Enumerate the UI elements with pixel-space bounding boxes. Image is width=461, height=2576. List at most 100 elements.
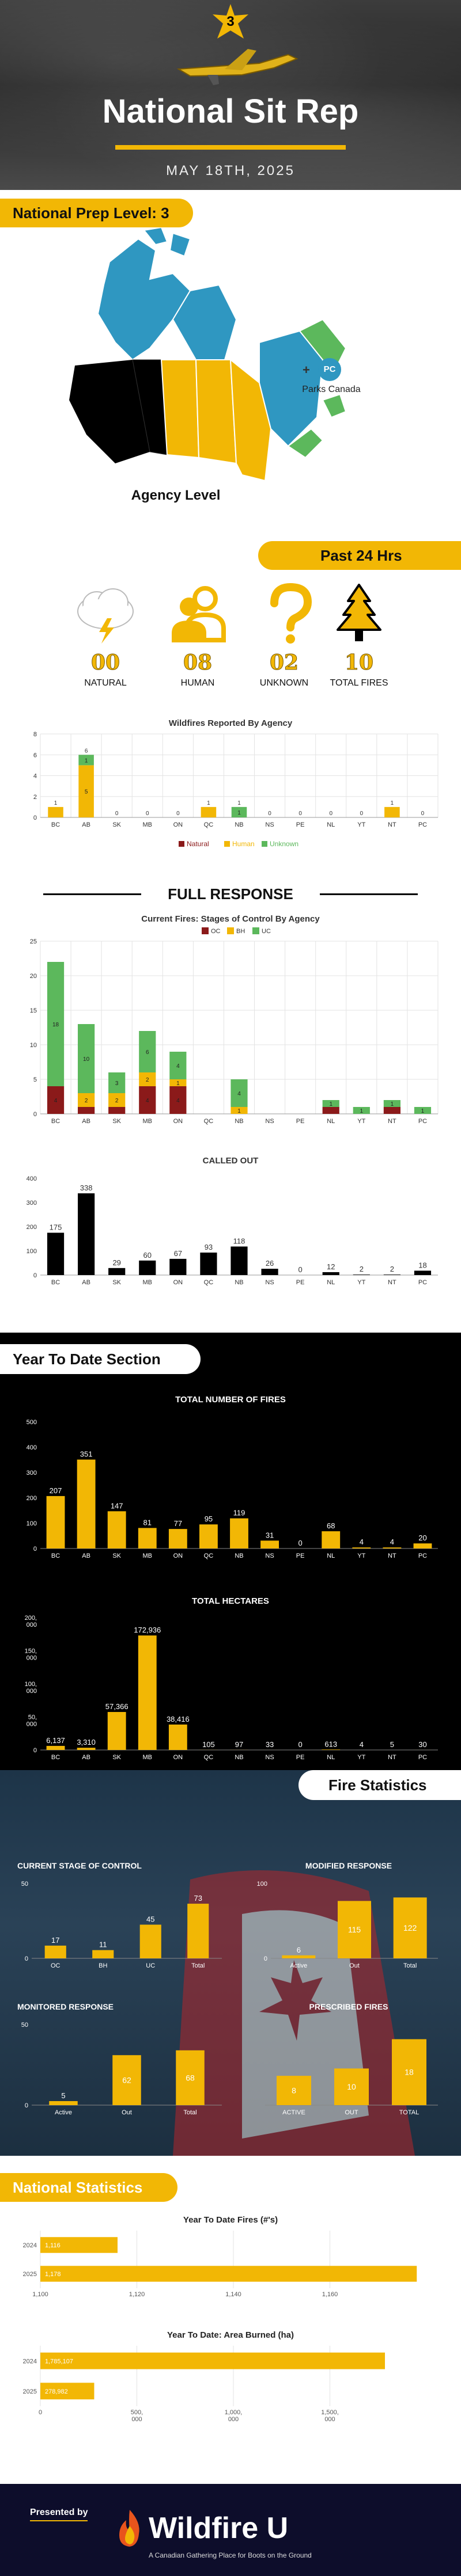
national-stats-pill: National Statistics <box>0 2173 177 2202</box>
x-tick-label: NS <box>265 1553 274 1559</box>
x-tick-label: 1,100 <box>32 2291 48 2298</box>
page-title: National Sit Rep <box>102 93 359 130</box>
x-tick-label: NL <box>327 821 335 828</box>
bar-value-label: 38,416 <box>167 1715 190 1723</box>
bar-total-label: 0 <box>115 811 119 817</box>
question-icon <box>270 583 312 644</box>
bar-total-label: 1 <box>207 800 210 806</box>
y-tick-label: 2024 <box>23 2358 37 2365</box>
agency-level-label: Agency Level <box>131 488 221 503</box>
bar <box>322 1531 341 1548</box>
x-tick-label: QC <box>204 821 214 828</box>
legend-swatch <box>262 841 267 847</box>
agency-map <box>69 227 347 482</box>
x-tick-label: 0 <box>39 2409 42 2416</box>
bar-segment <box>414 1107 432 1114</box>
x-tick-label: Total <box>183 2109 197 2116</box>
stat-total-label: TOTAL FIRES <box>330 678 388 688</box>
bar-value-label: 67 <box>174 1249 182 1258</box>
ytd-section <box>0 1333 461 1770</box>
bar-segment <box>47 962 65 1086</box>
brand-name: Wildfire U <box>149 2512 289 2545</box>
footer <box>0 2484 461 2576</box>
bar-value-label: 122 <box>403 1923 417 1932</box>
segment-label: 4 <box>237 1091 241 1097</box>
bar-total-label: 6 <box>85 748 88 754</box>
x-tick-label: QC <box>204 1279 214 1286</box>
y-tick-label: 25 <box>30 938 37 945</box>
x-tick-label: Active <box>55 2109 72 2116</box>
x-tick-label: MB <box>143 821 153 828</box>
map-arctic-islands <box>143 227 191 257</box>
x-tick-label: ON <box>173 1279 183 1286</box>
bar <box>230 1518 248 1548</box>
y-tick-label: 2024 <box>23 2242 37 2249</box>
bar <box>334 2068 369 2105</box>
stat-natural-label: NATURAL <box>84 678 127 688</box>
brand-tagline: A Canadian Gathering Place for Boots on … <box>149 2551 312 2559</box>
map-maritimes <box>287 428 324 459</box>
y-tick-label: 50 <box>21 1881 28 1888</box>
x-tick-label: 1,500, 000 <box>321 2409 339 2423</box>
bar-segment <box>78 1107 95 1114</box>
legend-swatch <box>202 927 209 934</box>
x-tick-label: 1,000, 000 <box>225 2409 243 2423</box>
bar <box>187 1904 209 1958</box>
x-tick-label: PC <box>418 1279 427 1286</box>
y-tick-label: 200 <box>27 1495 37 1502</box>
y-tick-label: 2025 <box>23 2271 37 2278</box>
chart-modified-response: MODIFIED RESPONSE 0 100 6 Active 115 Out 122 Tot… <box>257 1861 438 1969</box>
bar-value-label: 97 <box>235 1740 243 1749</box>
stat-human-label: HUMAN <box>180 678 215 688</box>
bar <box>322 1272 339 1275</box>
x-tick-label: NL <box>327 1754 335 1761</box>
chart-prescribed-fires: PRESCRIBED FIRES 8 ACTIVE 10 OUT 18 TOTAL <box>265 2002 438 2116</box>
bar <box>107 1511 126 1548</box>
x-tick-label: 1,140 <box>225 2291 241 2298</box>
x-tick-label: NL <box>327 1279 335 1286</box>
bar-value-label: 68 <box>186 2073 195 2082</box>
bar-segment <box>322 1100 339 1107</box>
prep-level-badge-number: 3 <box>226 14 235 29</box>
bar-value-label: 6,137 <box>46 1736 65 1745</box>
bar-value-label: 338 <box>80 1184 93 1192</box>
x-tick-label: Total <box>403 1962 417 1969</box>
bar-total-label: 0 <box>268 811 271 817</box>
x-tick-label: UC <box>146 1962 155 1969</box>
map-mb <box>195 359 237 465</box>
bar-value-label: 33 <box>266 1740 274 1749</box>
bar-segment <box>108 1072 126 1093</box>
y-tick-label: 0 <box>33 1272 37 1279</box>
chart-stages-control: Current Fires: Stages of Control By Agen… <box>30 914 439 1125</box>
chart-title: PRESCRIBED FIRES <box>309 2002 388 2011</box>
bar <box>199 1524 218 1548</box>
storm-cloud-icon <box>77 588 134 644</box>
x-tick-label: ON <box>173 1553 183 1559</box>
chart-title: MONITORED RESPONSE <box>17 2002 114 2011</box>
bar <box>40 2266 417 2282</box>
y-tick-label: 300 <box>27 1470 37 1477</box>
x-tick-label: TOTAL <box>399 2109 419 2116</box>
y-tick-label: 0 <box>33 1747 37 1754</box>
bar <box>169 1258 187 1275</box>
parks-canada-badge: PC <box>318 358 341 381</box>
y-tick-label: 4 <box>33 773 37 780</box>
bar-total-label: 0 <box>360 811 364 817</box>
bar <box>282 1955 316 1958</box>
x-tick-label: SK <box>112 1118 121 1125</box>
bar-total-label: 0 <box>176 811 180 817</box>
x-tick-label: PC <box>418 1754 427 1761</box>
stat-total-value: 10 <box>344 650 374 675</box>
bar-total-label: 1 <box>237 800 241 806</box>
bar <box>231 1246 248 1275</box>
bar <box>77 1459 96 1548</box>
chart-title: Wildfires Reported By Agency <box>169 718 293 728</box>
y-tick-label: 0 <box>25 2102 28 2109</box>
bar <box>176 2050 205 2105</box>
x-tick-label: NB <box>235 821 243 828</box>
bar <box>277 2076 311 2105</box>
x-tick-label: NT <box>388 1754 396 1761</box>
y-tick-label: 2 <box>33 794 37 801</box>
bar-value-label: 77 <box>174 1519 182 1528</box>
x-tick-label: ON <box>173 821 183 828</box>
